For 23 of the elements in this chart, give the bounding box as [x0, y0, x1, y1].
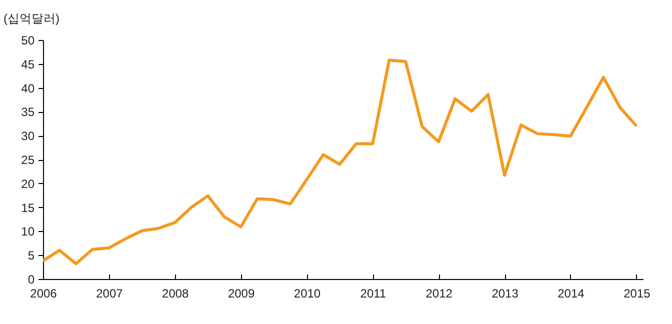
line-series: [43, 58, 638, 266]
x-tick-label: 2011: [360, 286, 386, 300]
y-tick-label: 15: [21, 200, 35, 215]
x-tick-label: 2015: [624, 286, 651, 300]
y-axis-title: (십억달러): [4, 12, 60, 26]
x-tick-label: 2009: [228, 286, 255, 300]
x-tick-label: 2013: [492, 286, 519, 300]
y-tick-label: 30: [21, 129, 35, 144]
y-tick-label: 45: [21, 57, 35, 72]
x-tick-label: 2010: [294, 286, 321, 300]
x-tick-label: 2014: [558, 286, 585, 300]
x-tick-label: 2006: [30, 286, 58, 300]
y-tick-label: 35: [21, 105, 35, 120]
y-tick-label: 0: [28, 272, 35, 286]
y-tick-label: 25: [21, 153, 35, 167]
y-tick-label: 50: [21, 34, 35, 48]
y-tick-label: 5: [28, 248, 35, 263]
y-tick-label: 10: [21, 224, 35, 239]
x-tick-label: 2007: [96, 286, 124, 300]
y-tick-label: 40: [21, 81, 35, 96]
x-tick-label: 2012: [426, 286, 453, 300]
x-tick-label: 2008: [162, 286, 190, 300]
y-tick-label: 20: [21, 176, 35, 191]
